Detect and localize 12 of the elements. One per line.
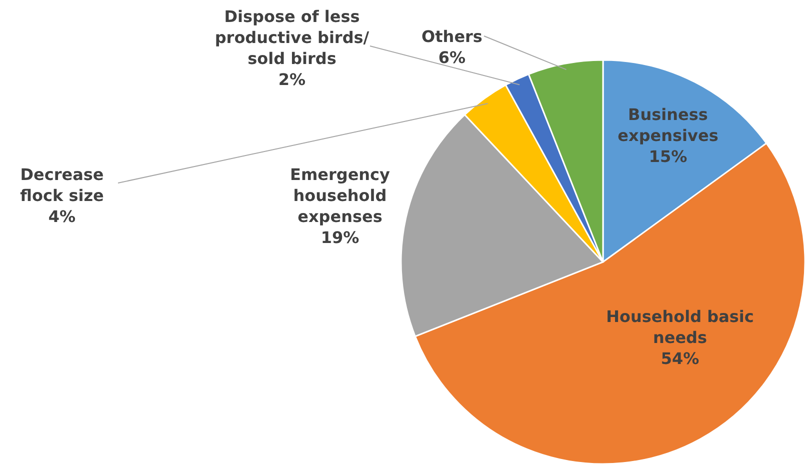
slice-label: Household basic needs: [606, 307, 754, 347]
slice-label: Emergency household expenses: [290, 165, 391, 226]
data-label: 6%: [438, 48, 466, 67]
data-label: 54%: [660, 349, 700, 368]
data-label: 19%: [320, 228, 360, 247]
data-label: 4%: [48, 207, 76, 226]
data-label: 15%: [648, 147, 688, 166]
slice-label: Decrease flock size: [20, 165, 104, 205]
slice-label: Business expensives: [618, 105, 718, 145]
data-label: 2%: [278, 70, 306, 89]
slice-label: Dispose of less productive birds/ sold birds: [214, 7, 370, 68]
slice-label: Others: [422, 27, 482, 46]
